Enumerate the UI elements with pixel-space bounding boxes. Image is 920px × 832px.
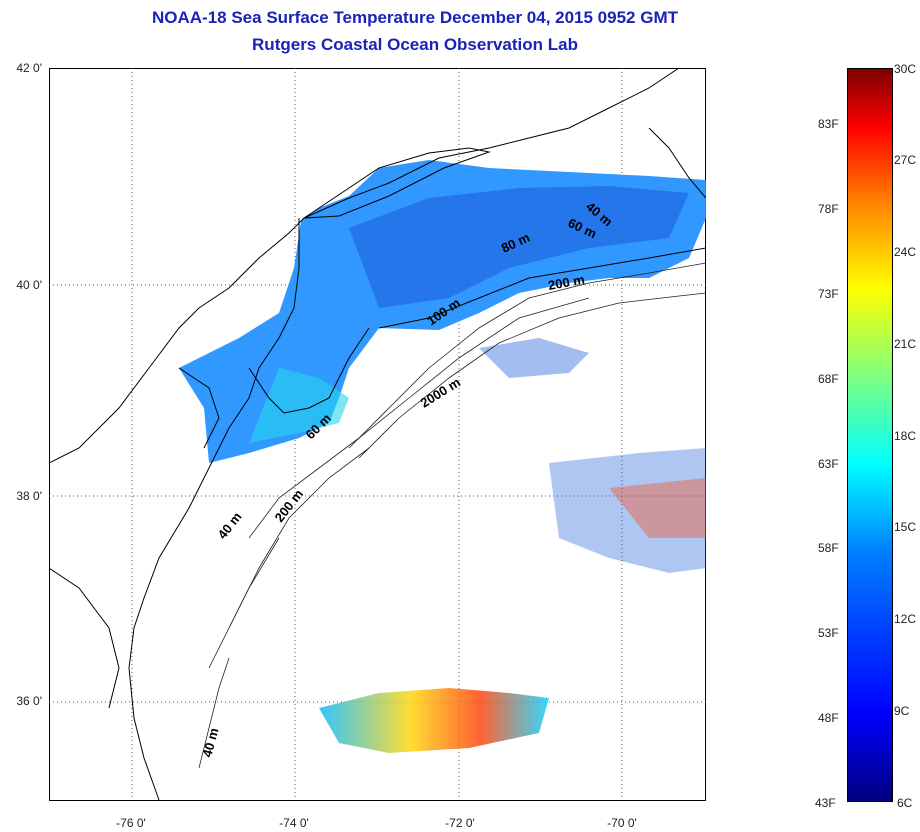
cbar-label-12c: 12C bbox=[894, 612, 917, 626]
lat-label-38: 38 0' bbox=[16, 489, 42, 503]
sst-map: 40 m 60 m 80 m 200 m 100 m 2000 m 60 m 2… bbox=[49, 68, 706, 801]
sst-warm-patch-east bbox=[609, 478, 706, 538]
coastlines bbox=[49, 68, 706, 801]
lon-label-72: -72 0' bbox=[445, 816, 475, 830]
cbar-label-73f: 73F bbox=[818, 287, 839, 301]
cbar-label-30c: 30C bbox=[894, 62, 917, 76]
map-title: NOAA-18 Sea Surface Temperature December… bbox=[152, 8, 678, 27]
lat-label-42: 42 0' bbox=[16, 61, 42, 75]
cbar-label-27c: 27C bbox=[894, 153, 917, 167]
cbar-label-21c: 21C bbox=[894, 337, 917, 351]
cbar-label-48f: 48F bbox=[818, 711, 839, 725]
cbar-label-6c: 6C bbox=[897, 796, 913, 810]
sst-bay-cyan bbox=[249, 368, 349, 443]
cbar-label-43f: 43F bbox=[815, 796, 836, 810]
cbar-label-78f: 78F bbox=[818, 202, 839, 216]
lon-label-76: -76 0' bbox=[116, 816, 146, 830]
cbar-label-83f: 83F bbox=[818, 117, 839, 131]
cbar-label-53f: 53F bbox=[818, 626, 839, 640]
cbar-label-15c: 15C bbox=[894, 520, 917, 534]
cbar-label-24c: 24C bbox=[894, 245, 917, 259]
sst-cooler-band bbox=[349, 186, 689, 308]
contour-label-40m-south: 40 m bbox=[199, 726, 221, 759]
temperature-colorbar bbox=[847, 68, 893, 802]
lon-label-74: -74 0' bbox=[279, 816, 309, 830]
sst-offshore-patch-mid bbox=[479, 338, 589, 378]
cbar-label-18c: 18C bbox=[894, 429, 917, 443]
contour-label-200m-ne: 200 m bbox=[547, 272, 586, 293]
sst-warm-patch-south bbox=[319, 688, 549, 753]
lat-label-40: 40 0' bbox=[16, 278, 42, 292]
map-subtitle: Rutgers Coastal Ocean Observation Lab bbox=[252, 35, 578, 54]
sst-offshore-patch-east bbox=[549, 448, 706, 573]
lat-label-36: 36 0' bbox=[16, 694, 42, 708]
cbar-label-63f: 63F bbox=[818, 457, 839, 471]
lon-label-70: -70 0' bbox=[607, 816, 637, 830]
cbar-label-68f: 68F bbox=[818, 372, 839, 386]
cbar-label-58f: 58F bbox=[818, 541, 839, 555]
cbar-label-9c: 9C bbox=[894, 704, 910, 718]
depth-contours bbox=[198, 262, 706, 769]
